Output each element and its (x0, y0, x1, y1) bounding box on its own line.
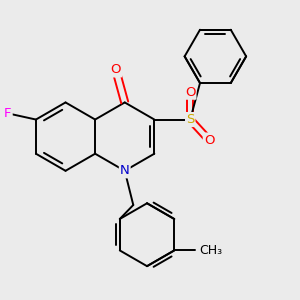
Text: O: O (204, 134, 214, 146)
Text: N: N (120, 164, 130, 177)
Text: CH₃: CH₃ (199, 244, 222, 257)
Text: O: O (185, 86, 196, 99)
Text: S: S (186, 113, 194, 126)
Text: F: F (4, 107, 12, 120)
Text: O: O (111, 64, 121, 76)
